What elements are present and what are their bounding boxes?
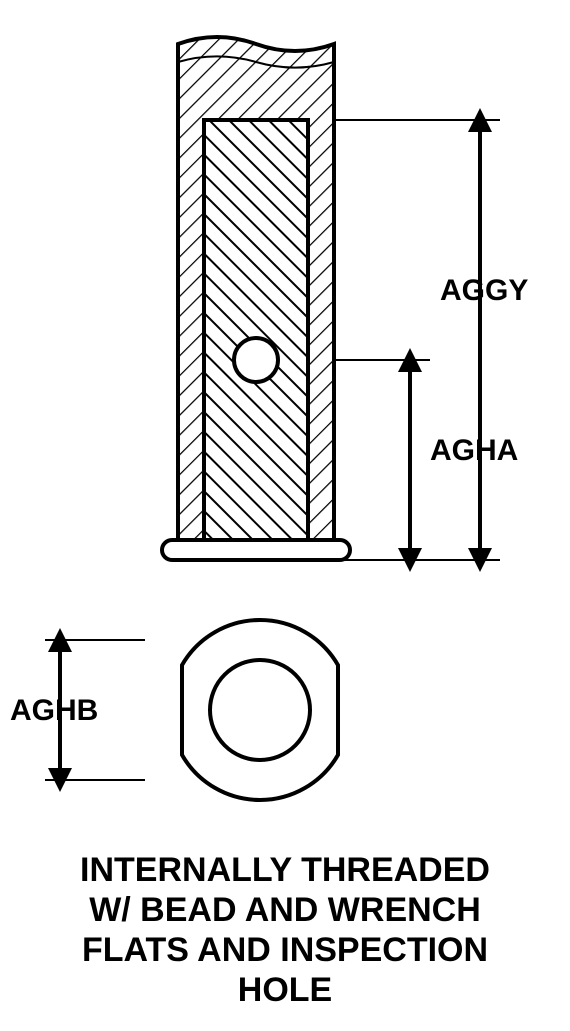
caption-line: HOLE <box>0 970 570 1010</box>
dim-label-aghb: AGHB <box>10 694 98 727</box>
side-view <box>162 37 350 560</box>
top-view <box>182 620 338 800</box>
dim-label-aggy: AGGY <box>440 274 528 307</box>
dim-label-agha: AGHA <box>430 434 518 467</box>
caption-line: FLATS AND INSPECTION <box>0 930 570 970</box>
caption-line: INTERNALLY THREADED <box>0 850 570 890</box>
caption-text: INTERNALLY THREADEDW/ BEAD AND WRENCHFLA… <box>0 850 570 1010</box>
caption-line: W/ BEAD AND WRENCH <box>0 890 570 930</box>
